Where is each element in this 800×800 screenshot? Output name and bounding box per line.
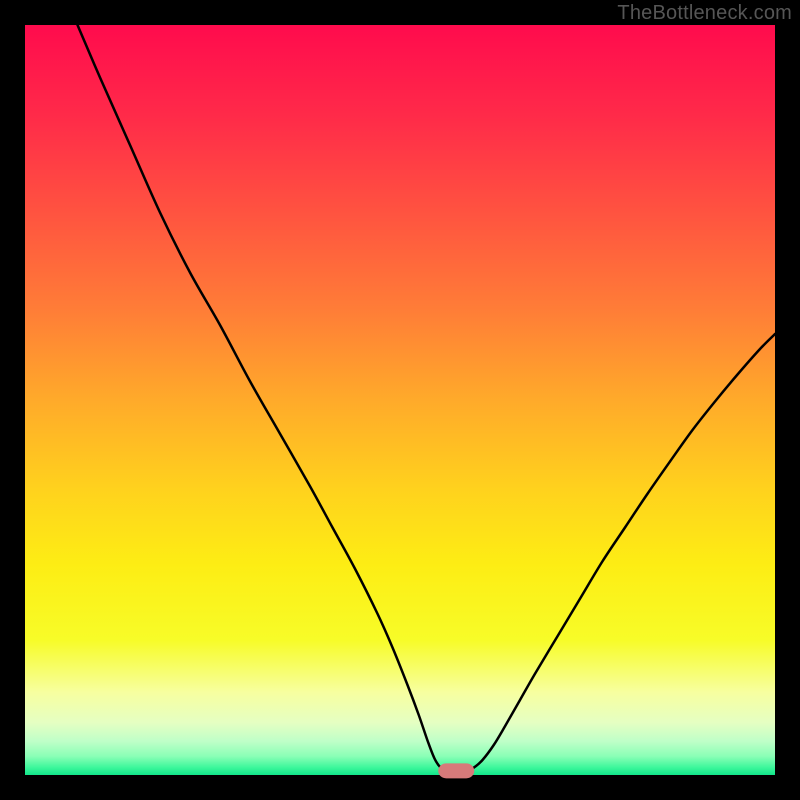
plot-background xyxy=(25,25,775,775)
attribution-text: TheBottleneck.com xyxy=(617,2,792,25)
chart-frame: TheBottleneck.com xyxy=(0,0,800,800)
bottleneck-chart-svg xyxy=(0,0,800,800)
optimal-point-marker xyxy=(438,763,474,778)
